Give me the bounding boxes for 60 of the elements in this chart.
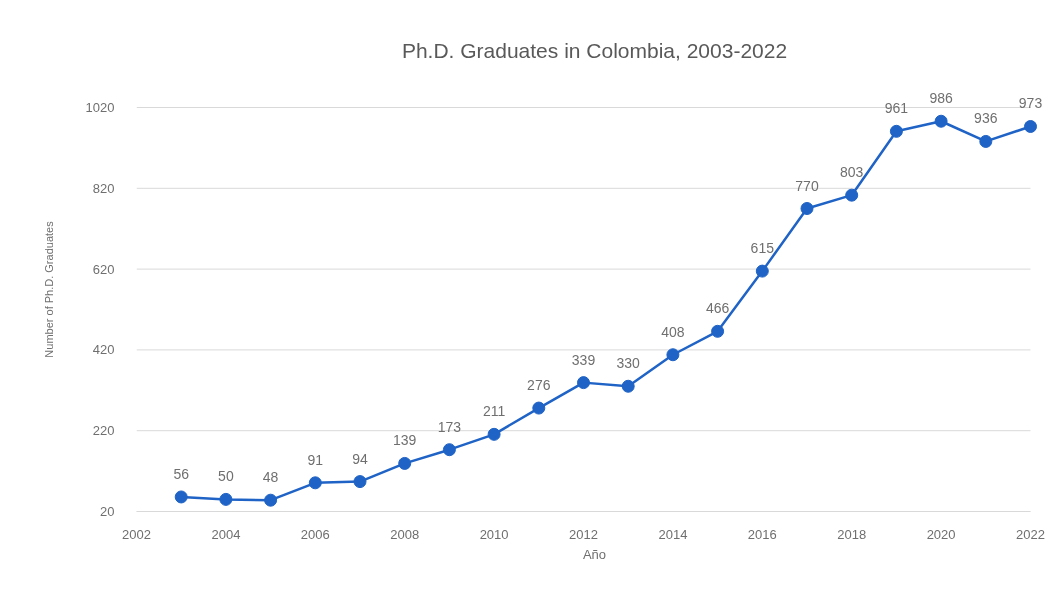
data-label: 936 xyxy=(974,110,998,127)
x-tick-label: 2002 xyxy=(122,526,151,542)
data-label: 408 xyxy=(661,323,685,340)
point xyxy=(621,379,635,393)
data-label: 961 xyxy=(884,100,909,117)
x-axis-title: Año xyxy=(582,546,607,562)
x-tick-label: 2022 xyxy=(1016,526,1045,542)
y-tick-label: 20 xyxy=(100,504,115,519)
x-tick-label: 2006 xyxy=(300,526,330,542)
data-label: 211 xyxy=(482,403,506,420)
data-label: 986 xyxy=(929,90,953,107)
data-label: 50 xyxy=(218,468,234,485)
x-tick-label: 2018 xyxy=(837,526,867,542)
y-tick-label: 420 xyxy=(92,342,115,358)
point xyxy=(353,475,367,489)
point xyxy=(845,188,859,202)
point xyxy=(889,124,903,138)
y-tick-label: 620 xyxy=(92,261,115,277)
data-label: 94 xyxy=(352,450,368,467)
data-label: 339 xyxy=(571,351,596,368)
x-tick-label: 2004 xyxy=(211,526,241,542)
point xyxy=(264,493,278,507)
data-label: 770 xyxy=(795,177,819,194)
x-tick-label: 2016 xyxy=(747,526,777,542)
point xyxy=(442,443,456,457)
data-label: 615 xyxy=(750,240,775,257)
y-tick-label: 220 xyxy=(92,423,115,439)
x-tick-label: 2008 xyxy=(390,526,420,542)
point xyxy=(487,427,501,441)
point xyxy=(577,376,590,390)
x-tick-label: 2012 xyxy=(569,526,598,542)
y-axis-title: Number of Ph.D. Graduates xyxy=(42,220,55,358)
point xyxy=(755,264,769,278)
y-tick-label: 820 xyxy=(92,180,115,196)
data-label: 803 xyxy=(840,164,864,181)
x-tick-label: 2020 xyxy=(926,526,956,542)
data-label: 973 xyxy=(1018,95,1043,112)
data-label: 330 xyxy=(616,355,641,372)
data-label: 466 xyxy=(705,300,730,317)
data-label: 173 xyxy=(437,418,462,435)
point xyxy=(711,324,725,338)
data-label: 139 xyxy=(393,432,417,449)
point xyxy=(219,492,233,506)
point xyxy=(934,114,948,128)
data-label: 276 xyxy=(527,377,551,394)
point xyxy=(174,490,188,504)
y-tick-label: 1020 xyxy=(85,100,115,115)
point xyxy=(398,456,412,470)
point xyxy=(308,476,322,490)
data-label: 91 xyxy=(307,451,324,468)
point xyxy=(979,134,993,148)
data-label: 56 xyxy=(173,465,190,482)
point xyxy=(666,348,680,362)
point xyxy=(800,202,814,215)
chart-title: Ph.D. Graduates in Colombia, 2003-2022 xyxy=(401,38,788,62)
point xyxy=(532,401,546,415)
data-label: 48 xyxy=(262,469,279,486)
x-tick-label: 2014 xyxy=(658,526,688,542)
x-tick-label: 2010 xyxy=(479,526,509,542)
point xyxy=(1024,120,1037,133)
